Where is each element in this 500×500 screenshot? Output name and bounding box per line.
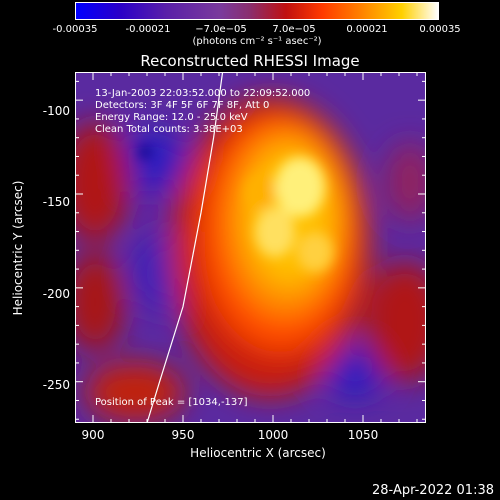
y-tick-label: -200 <box>42 287 70 301</box>
colorbar-tick: 7.0e−05 <box>272 24 316 35</box>
x-tick-label: 950 <box>171 428 195 442</box>
colorbar <box>75 2 439 20</box>
y-axis-label: Heliocentric Y (arcsec) <box>11 180 25 316</box>
info-detectors: Detectors: 3F 4F 5F 6F 7F 8F, Att 0 <box>95 100 270 111</box>
colorbar-tick: 0.00035 <box>419 24 461 35</box>
x-tick-label: 1000 <box>257 428 289 442</box>
image-plot <box>75 72 426 423</box>
colorbar-tick: -0.00021 <box>125 24 171 35</box>
x-tick-label: 1050 <box>347 428 379 442</box>
timestamp: 28-Apr-2022 01:38 <box>372 483 494 498</box>
x-tick-label: 900 <box>81 428 105 442</box>
colorbar-tick: 0.00021 <box>346 24 388 35</box>
axis-ticks <box>75 72 426 423</box>
chart-title: Reconstructed RHESSI Image <box>140 52 360 70</box>
colorbar-unit: (photons cm⁻² s⁻¹ asec⁻²) <box>192 36 322 47</box>
y-tick-label: -150 <box>42 195 70 209</box>
info-time: 13-Jan-2003 22:03:52.000 to 22:09:52.000 <box>95 88 311 99</box>
plot-frame <box>75 72 426 423</box>
intensity-map <box>75 72 426 423</box>
y-tick-label: -100 <box>42 104 70 118</box>
y-tick-label: -250 <box>42 378 70 392</box>
limb-curve <box>146 72 224 423</box>
colorbar-tick: -0.00035 <box>52 24 98 35</box>
info-peak: Position of Peak = [1034,-137] <box>95 397 248 408</box>
info-energy: Energy Range: 12.0 - 25.0 keV <box>95 112 248 123</box>
colorbar-tick: −7.0e−05 <box>195 24 247 35</box>
info-method: Clean Total counts: 3.38E+03 <box>95 124 243 135</box>
x-axis-label: Heliocentric X (arcsec) <box>190 446 326 460</box>
